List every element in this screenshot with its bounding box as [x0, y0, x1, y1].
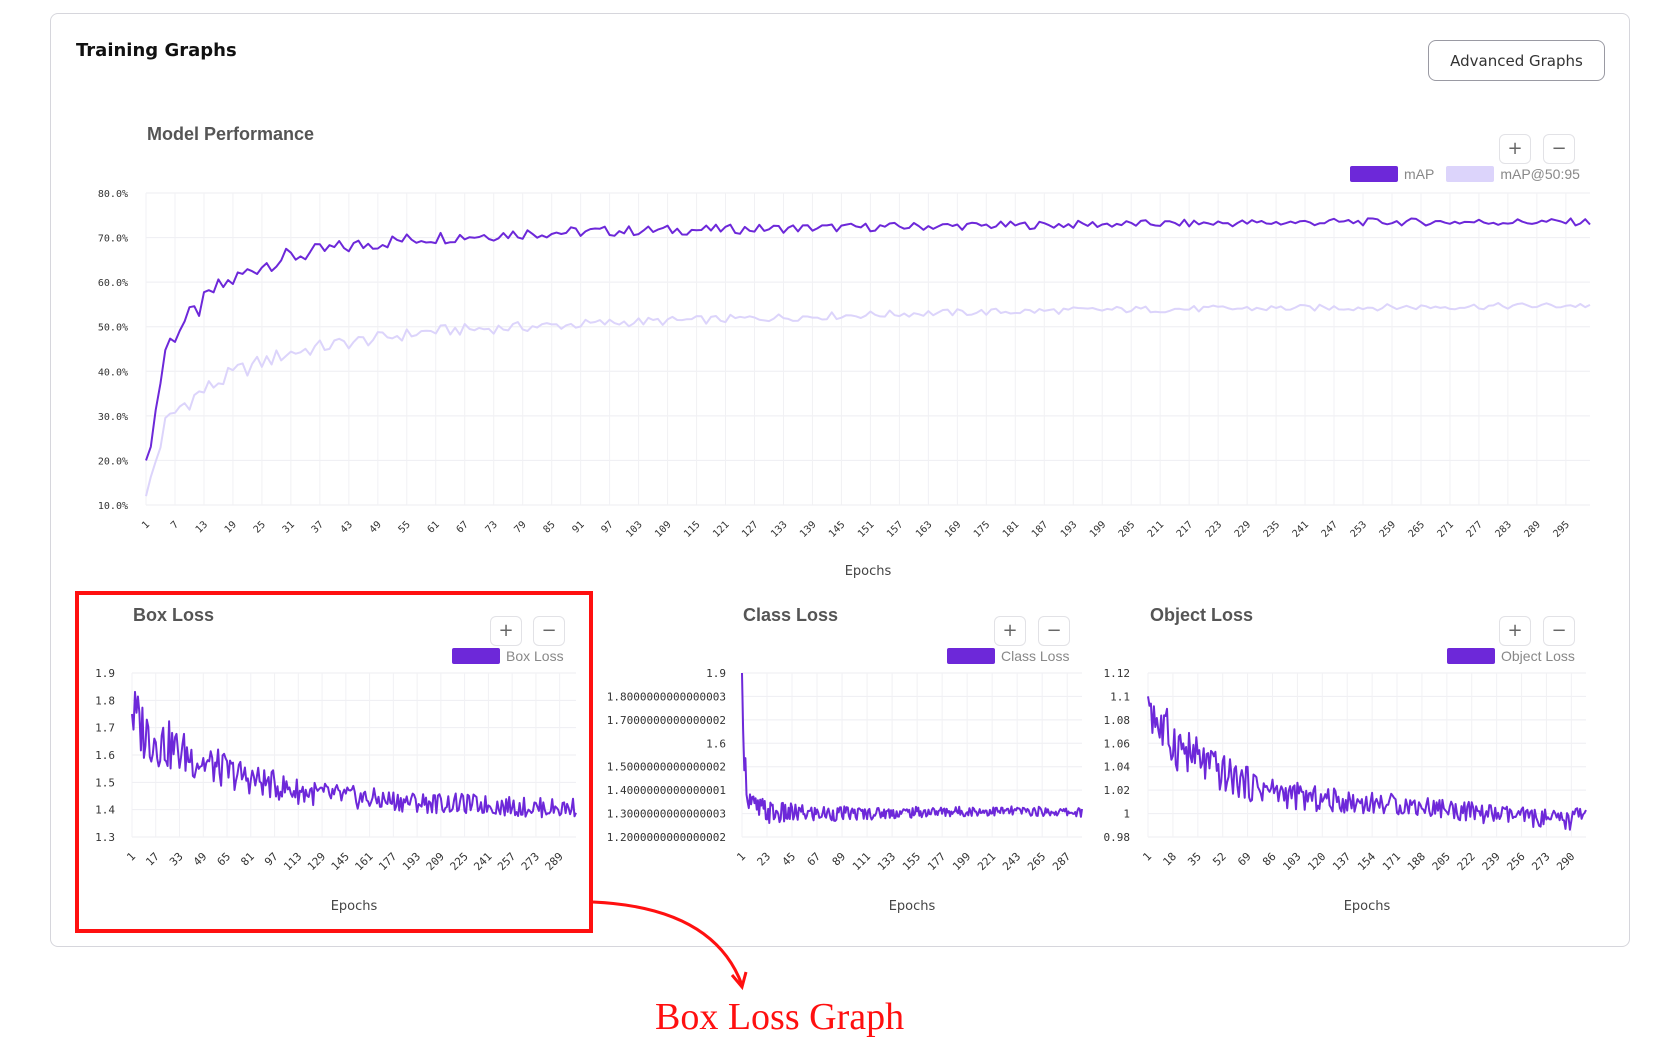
annotation-label: Box Loss Graph	[655, 996, 905, 1038]
y-tick-label: 1.3	[95, 831, 115, 844]
x-axis-label: Epochs	[845, 564, 892, 579]
legend-label: mAP	[1404, 166, 1435, 182]
y-tick-label: 1.06	[1104, 737, 1131, 750]
series-line-class-loss	[741, 672, 1083, 824]
annotation-arrow-head	[730, 971, 748, 991]
zoom-out-button[interactable]: −	[533, 616, 565, 646]
y-tick-label: 1.2000000000000002	[607, 831, 726, 844]
zoom-out-button[interactable]: −	[1543, 616, 1575, 646]
series-line-map-50-95	[145, 302, 1591, 497]
card-title: Training Graphs	[76, 40, 237, 61]
y-tick-label: 1.4000000000000001	[607, 784, 726, 797]
y-tick-label: 30.0%	[98, 412, 128, 423]
legend-swatch	[452, 648, 500, 664]
legend-label: Class Loss	[1001, 648, 1070, 664]
chart-title-object-loss: Object Loss	[1150, 605, 1254, 625]
legend-label: Box Loss	[506, 648, 564, 664]
y-tick-label: 1.7	[95, 722, 115, 735]
zoom-in-button[interactable]: +	[994, 616, 1026, 646]
zoom-out-button[interactable]: −	[1038, 616, 1070, 646]
y-tick-label: 1	[1123, 808, 1130, 821]
legend-swatch	[947, 648, 995, 664]
chart-title-class-loss: Class Loss	[743, 605, 839, 625]
y-tick-label: 20.0%	[98, 456, 128, 467]
legend-item-map[interactable]: mAP	[1350, 166, 1434, 182]
y-tick-label: 1.5	[95, 776, 115, 789]
legend-swatch	[1447, 648, 1495, 664]
legend-swatch	[1446, 166, 1495, 182]
zoom-in-button[interactable]: +	[1499, 134, 1531, 164]
x-axis-label: Epochs	[1344, 899, 1391, 914]
y-tick-label: 70.0%	[98, 234, 128, 245]
advanced-graphs-button[interactable]: Advanced Graphs	[1428, 40, 1605, 81]
y-tick-label: 10.0%	[98, 501, 128, 512]
y-tick-label: 80.0%	[98, 189, 128, 200]
legend-swatch	[1350, 166, 1398, 182]
series-line-box-loss	[131, 690, 577, 819]
legend-object-loss[interactable]: Object Loss	[1447, 648, 1575, 664]
y-tick-label: 1.9	[706, 667, 726, 680]
y-tick-label: 1.12	[1104, 667, 1131, 680]
y-tick-label: 1.6	[706, 737, 726, 750]
legend-label: Object Loss	[1501, 648, 1575, 664]
legend-model-performance: mAP mAP@50:95	[1350, 166, 1592, 182]
annotation-arrow-path	[592, 900, 744, 986]
legend-label: mAP@50:95	[1500, 166, 1580, 182]
series-line-object-loss	[1147, 696, 1587, 831]
chart-0: 80.0% 70.0% 60.0% 50.0% 40.0% 30.0% 20.0% 10.0%…	[98, 189, 1591, 579]
legend-box-loss[interactable]: Box Loss	[452, 648, 564, 664]
y-tick-label: 1.3000000000000003	[607, 808, 726, 821]
y-tick-label: 1.5000000000000002	[607, 761, 726, 774]
y-tick-label: 40.0%	[98, 367, 128, 378]
y-tick-label: 0.98	[1104, 831, 1131, 844]
y-tick-label: 1.6	[95, 749, 115, 762]
y-tick-label: 1.9	[95, 667, 115, 680]
zoom-in-button[interactable]: +	[1499, 616, 1531, 646]
y-tick-label: 1.08	[1104, 714, 1131, 727]
y-tick-label: 1.8	[95, 694, 115, 707]
y-tick-label: 50.0%	[98, 323, 128, 334]
box-loss-highlight-frame	[75, 591, 593, 933]
y-tick-label: 1.04	[1104, 761, 1131, 774]
y-tick-label: 1.1	[1110, 690, 1130, 703]
y-tick-label: 60.0%	[98, 278, 128, 289]
y-tick-label: 1.02	[1104, 784, 1131, 797]
chart-title-model-performance: Model Performance	[147, 124, 315, 144]
zoom-out-button[interactable]: −	[1543, 134, 1575, 164]
y-tick-label: 1.7000000000000002	[607, 714, 726, 727]
chart-title-box-loss: Box Loss	[133, 605, 215, 625]
zoom-in-button[interactable]: +	[490, 616, 522, 646]
legend-item-map50-95[interactable]: mAP@50:95	[1446, 166, 1580, 182]
y-tick-label: 1.4	[95, 804, 115, 817]
x-axis-label: Epochs	[889, 899, 936, 914]
x-axis-label: Epochs	[331, 899, 378, 914]
legend-class-loss[interactable]: Class Loss	[947, 648, 1069, 664]
series-line-map	[145, 217, 1591, 461]
y-tick-label: 1.8000000000000003	[607, 690, 726, 703]
